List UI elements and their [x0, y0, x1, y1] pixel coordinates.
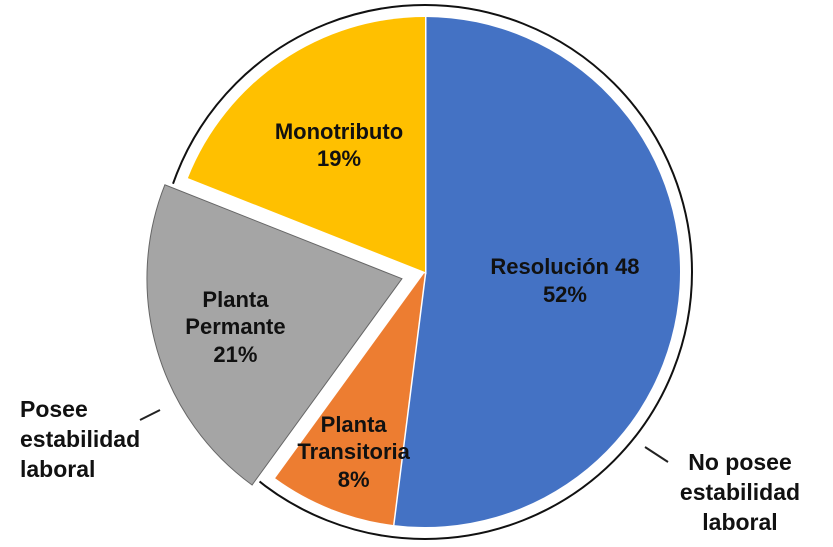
- category-label: Planta Transitoria: [297, 411, 410, 465]
- slice-edge: [146, 184, 403, 486]
- annotation-line: [139, 409, 161, 421]
- category-label: Resolución 48: [490, 254, 640, 280]
- annotation: Posee estabilidad laboral: [20, 396, 141, 482]
- label-box: Planta Permante 21%: [145, 277, 325, 377]
- annotation-text: Posee estabilidad laboral: [20, 396, 141, 482]
- slice: [273, 271, 427, 527]
- slice: [185, 15, 427, 275]
- value-label: 52%: [542, 281, 587, 307]
- annotation-line: [644, 446, 669, 463]
- category-label: Monotributo: [274, 118, 404, 144]
- value-label: 21%: [213, 341, 258, 367]
- value-label: 8%: [337, 466, 370, 492]
- label-box: Resolución 48 52%: [475, 231, 655, 331]
- slice: [391, 15, 682, 529]
- category-label: Planta Permante: [185, 286, 286, 340]
- label-box: Monotributo 19%: [249, 95, 429, 195]
- label-box: Planta Transitoria 8%: [264, 402, 444, 502]
- annotation: No posee estabilidad laboral: [679, 449, 801, 535]
- value-label: 19%: [316, 146, 362, 172]
- annotation-text: No posee estabilidad laboral: [679, 449, 801, 535]
